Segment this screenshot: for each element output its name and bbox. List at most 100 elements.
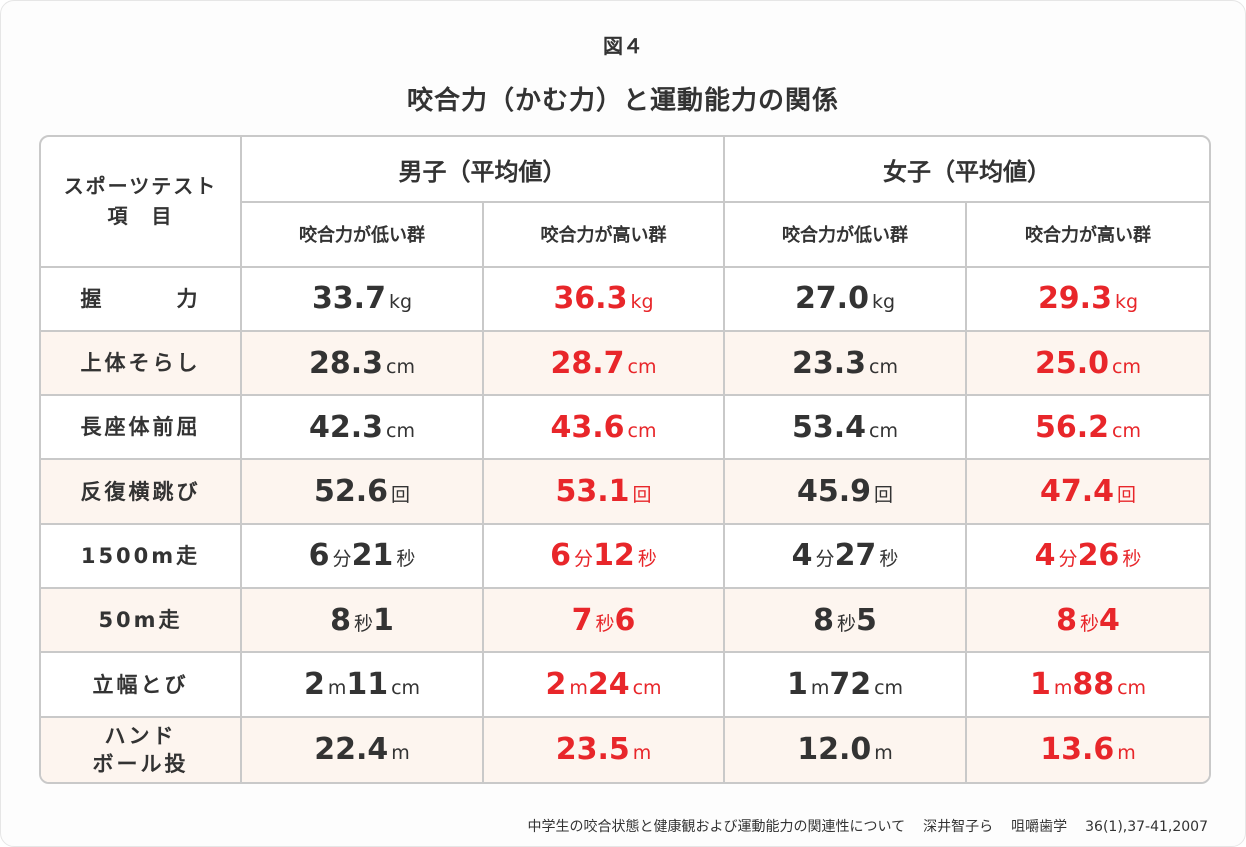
value-number: 4 [1034, 538, 1056, 574]
value-cell: 47.4 回 [967, 460, 1209, 525]
value-unit: cm [1117, 677, 1147, 700]
value-cell: 4 分26 秒 [967, 525, 1209, 590]
value-unit: 秒 [1122, 548, 1142, 571]
value-unit: 秒 [396, 548, 416, 571]
value-number: 1 [373, 602, 394, 638]
header-row-groups: スポーツテスト項 目 男子（平均値） 女子（平均値） [41, 137, 1209, 268]
row-label: ハンド ボール投 [41, 717, 242, 782]
value-number: 25.0 [1035, 345, 1110, 381]
table-row: 1500m走 6 分21 秒 6 分12 秒 4 分27 秒 4 分26 秒 [41, 524, 1209, 590]
table-row: ハンド ボール投 22.4 m 23.5 m 12.0 m 13.6 m [41, 717, 1209, 782]
table-row: 反復横跳び 52.6 回 53.1 回 45.9 回 47.4 回 [41, 460, 1209, 525]
value-cell: 2 m24 cm [484, 653, 725, 718]
chart-title: 咬合力（かむ力）と運動能力の関係 [406, 86, 839, 116]
row-label: 50m走 [41, 589, 242, 654]
value-cell: 1 m72 cm [725, 653, 967, 718]
value-number: 12.0 [797, 732, 872, 768]
value-unit: m [1053, 677, 1073, 700]
value-cell: 43.6 cm [484, 396, 725, 461]
col-header-boys-high: 咬合力が高い群 [484, 203, 725, 268]
value-cell: 1 m88 cm [967, 653, 1209, 718]
value-cell: 8 秒1 [242, 589, 484, 654]
value-unit: kg [388, 291, 413, 314]
value-number: 53.4 [792, 409, 867, 445]
value-unit: cm [869, 355, 898, 378]
value-cell: 53.1 回 [484, 460, 725, 525]
value-unit: 秒 [879, 548, 899, 571]
value-number: 26 [1077, 538, 1120, 574]
results-table: スポーツテスト項 目 男子（平均値） 女子（平均値） 咬合力が低い群 咬合力が高… [39, 135, 1211, 784]
value-unit: m [1117, 742, 1136, 765]
value-unit: kg [1114, 291, 1139, 314]
value-unit: 回 [632, 484, 652, 507]
value-cell: 52.6 回 [242, 460, 484, 525]
value-unit: 秒 [595, 612, 615, 635]
source-journal: 咀嚼歯学 [1011, 819, 1068, 835]
value-cell: 28.7 cm [484, 331, 725, 397]
value-cell: 7 秒6 [484, 589, 725, 654]
row-label: 握 力 [41, 267, 242, 332]
value-cell: 6 分12 秒 [484, 524, 725, 590]
value-unit: cm [874, 677, 904, 700]
value-cell: 36.3 kg [484, 267, 725, 332]
row-label: 反復横跳び [41, 460, 242, 525]
value-cell: 42.3 cm [242, 396, 484, 461]
value-number: 7 [571, 602, 593, 638]
value-unit: cm [391, 677, 421, 700]
value-number: 24 [587, 667, 630, 703]
value-number: 6 [614, 602, 636, 638]
value-cell: 8 秒4 [967, 589, 1209, 654]
table-row: 立幅とび 2 m11 cm 2 m24 cm 1 m72 cm 1 m88 cm [41, 653, 1209, 718]
group-header-boys: 男子（平均値） [242, 137, 725, 204]
value-number: 11 [346, 667, 389, 703]
value-unit: cm [1112, 419, 1141, 442]
value-cell: 33.7 kg [242, 267, 484, 332]
value-number: 8 [330, 602, 351, 638]
value-cell: 28.3 cm [242, 331, 484, 397]
value-cell: 25.0 cm [967, 331, 1209, 397]
value-unit: 分 [815, 548, 835, 571]
value-number: 12 [593, 538, 635, 574]
value-cell: 53.4 cm [725, 396, 967, 461]
value-number: 6 [550, 538, 572, 574]
value-number: 27.0 [794, 281, 869, 317]
value-unit: 分 [332, 548, 352, 571]
value-unit: 秒 [353, 612, 373, 635]
value-unit: m [569, 677, 588, 700]
value-unit: m [874, 742, 893, 765]
value-number: 13.6 [1040, 732, 1115, 768]
value-number: 4 [1099, 602, 1120, 638]
source-title: 中学生の咬合状態と健康観および運動能力の関連性について [527, 819, 906, 835]
value-number: 21 [351, 538, 394, 574]
value-unit: 秒 [637, 548, 657, 571]
figure-number: 図４ [603, 34, 643, 58]
value-number: 23.5 [555, 732, 630, 768]
value-number: 42.3 [309, 409, 384, 445]
value-number: 1 [786, 667, 808, 703]
table-row: 握 力 33.7 kg 36.3 kg 27.0 kg 29.3 kg [41, 267, 1209, 332]
item-header: スポーツテスト項 目 [41, 137, 242, 268]
value-unit: cm [869, 419, 898, 442]
value-cell: 2 m11 cm [242, 653, 484, 718]
value-unit: cm [632, 677, 662, 700]
row-label: 長座体前屈 [41, 396, 242, 461]
value-cell: 23.3 cm [725, 331, 967, 397]
value-number: 6 [308, 538, 330, 574]
value-number: 36.3 [553, 281, 628, 317]
value-number: 29.3 [1037, 281, 1112, 317]
value-unit: cm [1112, 355, 1141, 378]
source-authors: 深井智子ら [923, 819, 994, 835]
value-number: 53.1 [555, 474, 630, 510]
value-number: 2 [303, 667, 325, 703]
value-unit: 分 [574, 548, 594, 571]
value-cell: 6 分21 秒 [242, 524, 484, 590]
value-number: 88 [1072, 667, 1115, 703]
value-unit: m [810, 677, 830, 700]
value-number: 33.7 [311, 281, 386, 317]
value-unit: kg [630, 291, 654, 314]
value-number: 28.7 [550, 345, 625, 381]
value-number: 2 [545, 667, 567, 703]
value-number: 23.3 [792, 345, 867, 381]
value-cell: 12.0 m [725, 717, 967, 782]
value-unit: m [391, 742, 410, 765]
